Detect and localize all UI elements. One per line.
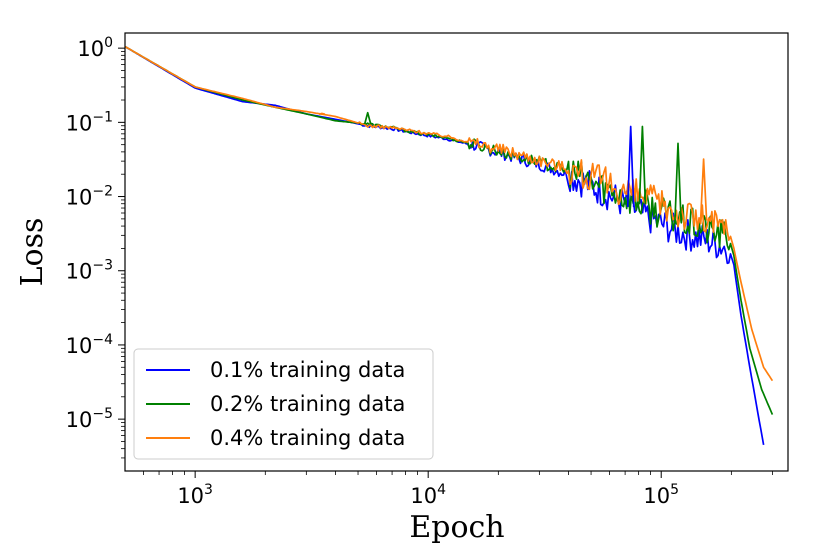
series-spike-2 [638, 125, 647, 205]
y-tick-label-2: 10−2 [66, 184, 113, 210]
y-tick-label-4: 10−4 [66, 332, 113, 358]
y-tick-label-3: 10−3 [66, 258, 113, 284]
series-line-2 [124, 45, 774, 382]
legend-label-1: 0.2% training data [210, 392, 405, 416]
x-tick-label-2: 105 [643, 482, 679, 508]
x-axis-title: Epoch [409, 510, 504, 545]
x-tick-label-0: 103 [177, 482, 213, 508]
legend-label-2: 0.4% training data [210, 426, 405, 450]
series-layer [124, 45, 774, 446]
series-spike-5 [699, 158, 708, 221]
plot-frame [124, 32, 789, 472]
y-tick-label-0: 100 [77, 35, 113, 61]
x-tick-label-1: 104 [410, 482, 446, 508]
y-axis-title: Loss [15, 218, 50, 287]
y-tick-label-1: 10−1 [66, 109, 113, 135]
series-spike-0 [626, 125, 635, 208]
series-spike-3 [674, 142, 682, 220]
legend: 0.1% training data 0.2% training data 0.… [133, 348, 434, 460]
tick-layer: 103 104 105 100 10−1 10−2 10−3 10−4 10−5 [66, 35, 773, 508]
series-spike-4 [318, 112, 326, 116]
series-spike-1 [363, 111, 372, 125]
legend-box [133, 348, 434, 460]
y-tick-label-5: 10−5 [66, 406, 113, 432]
legend-label-0: 0.1% training data [210, 358, 405, 382]
